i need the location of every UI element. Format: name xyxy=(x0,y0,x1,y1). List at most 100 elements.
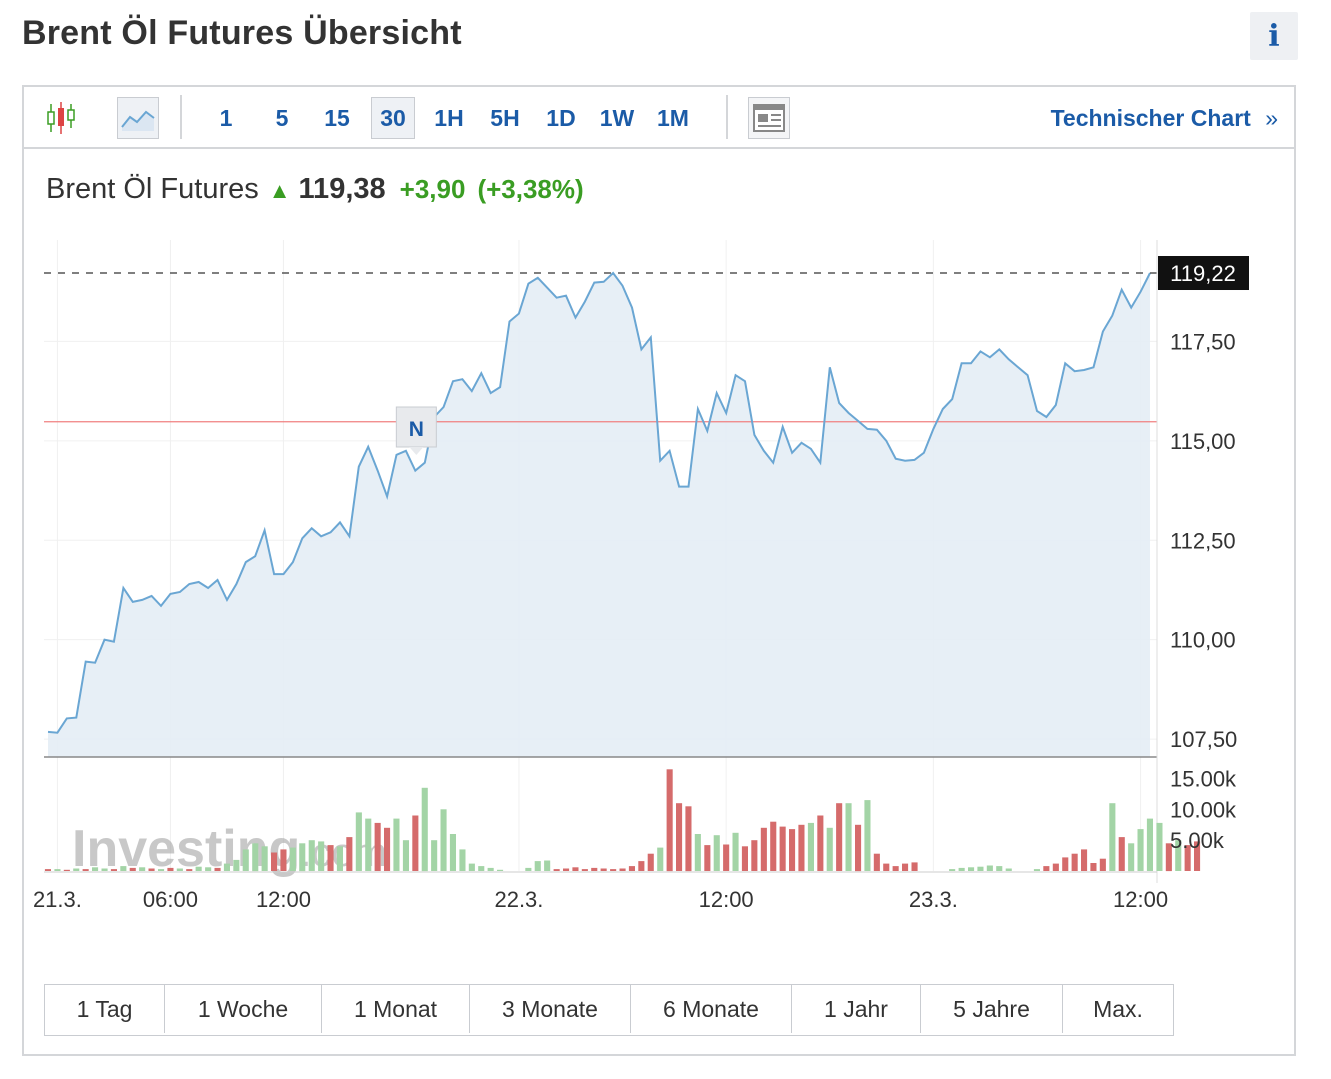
volume-bar xyxy=(365,818,372,871)
technical-chart-link[interactable]: Technischer Chart » xyxy=(1051,105,1278,132)
volume-tick-label: 10.00k xyxy=(1170,797,1237,822)
volume-bar xyxy=(600,868,607,871)
last-price: 119,38 xyxy=(298,173,386,205)
volume-bar xyxy=(892,866,899,871)
volume-bar xyxy=(233,859,240,871)
candlestick-chart-icon[interactable] xyxy=(42,97,84,139)
volume-bar xyxy=(1137,829,1144,871)
interval-1[interactable]: 1 xyxy=(219,105,233,131)
range-8[interactable]: Max. xyxy=(1093,996,1143,1022)
volume-bar xyxy=(497,869,504,871)
volume-bar xyxy=(855,824,862,872)
volume-bar xyxy=(487,867,494,871)
volume-bar xyxy=(751,840,758,871)
price-area xyxy=(48,273,1150,757)
volume-bar xyxy=(977,866,984,871)
volume-bar xyxy=(732,832,739,871)
volume-bar xyxy=(346,837,353,871)
range-3[interactable]: 1 Monat xyxy=(322,985,470,1033)
volume-bar xyxy=(402,840,409,871)
volume-bar xyxy=(1033,869,1040,871)
volume-bar xyxy=(1043,866,1050,871)
volume-bar xyxy=(110,869,117,871)
volume-bar xyxy=(1109,803,1116,871)
volume-bar xyxy=(628,866,635,871)
info-button[interactable]: i xyxy=(1250,12,1298,60)
volume-bar xyxy=(412,815,419,871)
time-tick-label: 12:00 xyxy=(699,887,754,912)
volume-bar xyxy=(431,840,438,871)
volume-bar xyxy=(591,867,598,871)
interval-1w[interactable]: 1W xyxy=(599,105,635,131)
price-change: +3,90 xyxy=(399,174,466,204)
volume-bar xyxy=(101,868,108,871)
info-icon: i xyxy=(1268,18,1280,54)
time-tick-label: 12:00 xyxy=(1113,887,1168,912)
volume-bar xyxy=(873,853,880,871)
volume-bar xyxy=(214,867,221,871)
volume-bar xyxy=(694,834,701,871)
range-6[interactable]: 1 Jahr xyxy=(792,985,921,1033)
volume-bar xyxy=(82,869,89,871)
volume-bar xyxy=(1118,837,1125,871)
volume-bar xyxy=(54,869,61,871)
range-1[interactable]: 1 Tag xyxy=(45,985,165,1033)
volume-bar xyxy=(968,867,975,871)
chart-widget: 1 5 15 30 1H 5H 1D 1W 1M Technischer Chart » Bre… xyxy=(22,85,1296,1056)
volume-bar xyxy=(996,866,1003,871)
volume-bar xyxy=(280,849,287,871)
volume-bar xyxy=(1175,840,1182,871)
volume-bar xyxy=(911,862,918,871)
volume-bar xyxy=(186,869,193,871)
volume-bar xyxy=(176,868,183,871)
volume-bar xyxy=(1184,845,1191,871)
interval-5h[interactable]: 5H xyxy=(490,105,520,131)
volume-bar xyxy=(638,861,645,871)
news-layout-icon[interactable] xyxy=(748,97,790,139)
range-2[interactable]: 1 Woche xyxy=(165,985,322,1033)
volume-bar xyxy=(449,834,456,871)
volume-bar xyxy=(73,868,80,871)
last-price-badge xyxy=(1158,256,1249,291)
volume-bar xyxy=(252,843,259,872)
volume-bar xyxy=(949,869,956,871)
volume-bar xyxy=(327,845,334,871)
volume-bar xyxy=(544,860,551,871)
volume-bar xyxy=(1052,863,1059,871)
range-4[interactable]: 3 Monate xyxy=(470,985,631,1033)
time-tick-label: 06:00 xyxy=(143,887,198,912)
arrow-up-icon: ▲ xyxy=(268,178,291,203)
volume-bar xyxy=(299,843,306,872)
price-tick-label: 117,50 xyxy=(1170,329,1236,354)
chevron-double-right-icon: » xyxy=(1265,105,1278,131)
volume-bar xyxy=(129,867,136,871)
range-7[interactable]: 5 Jahre xyxy=(921,985,1063,1033)
volume-bar xyxy=(826,827,833,871)
volume-bar xyxy=(318,841,325,871)
interval-15[interactable]: 15 xyxy=(324,105,350,131)
area-chart-icon[interactable] xyxy=(117,97,159,139)
volume-bar xyxy=(563,868,570,871)
range-selector: 1 Tag 1 Woche 1 Monat 3 Monate 6 Monate 1 Jah… xyxy=(44,984,1174,1036)
volume-bar xyxy=(158,869,165,871)
toolbar-divider xyxy=(180,95,182,139)
interval-5[interactable]: 5 xyxy=(275,105,289,131)
range-5[interactable]: 6 Monate xyxy=(631,985,792,1033)
volume-bar xyxy=(572,867,579,871)
volume-bar xyxy=(713,835,720,871)
volume-bar xyxy=(657,847,664,871)
interval-1h[interactable]: 1H xyxy=(434,105,464,131)
price-tick-label: 115,00 xyxy=(1170,429,1236,454)
volume-bar xyxy=(958,867,965,871)
volume-bar xyxy=(120,866,127,871)
interval-1d[interactable]: 1D xyxy=(546,105,576,131)
interval-1m[interactable]: 1M xyxy=(657,105,689,131)
volume-bar xyxy=(271,852,278,871)
interval-30[interactable]: 30 xyxy=(371,97,415,139)
volume-bar xyxy=(139,867,146,871)
volume-bar xyxy=(666,769,673,872)
volume-bar xyxy=(195,866,202,871)
volume-bar xyxy=(1194,841,1201,871)
volume-bar xyxy=(845,803,852,871)
